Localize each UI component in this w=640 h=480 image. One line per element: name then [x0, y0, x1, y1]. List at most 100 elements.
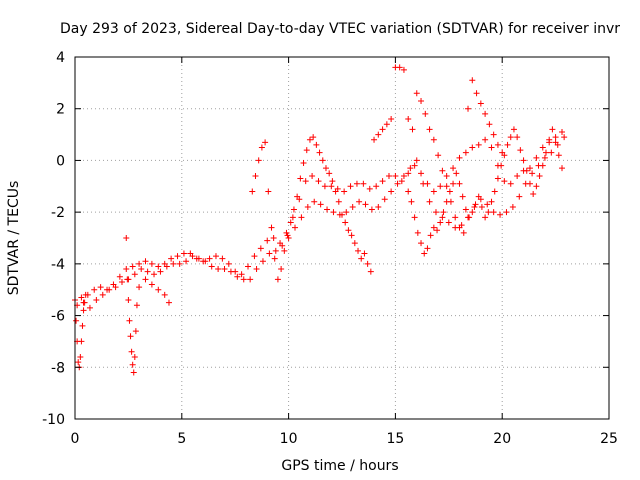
data-point	[443, 198, 450, 205]
data-point	[343, 209, 350, 216]
series-track-a	[72, 128, 566, 304]
data-point	[408, 198, 415, 205]
data-point	[136, 260, 143, 267]
y-tick-label: -8	[51, 360, 65, 376]
data-point	[283, 229, 290, 236]
data-point	[379, 126, 386, 133]
data-point	[349, 203, 356, 210]
data-point	[351, 240, 358, 247]
data-point	[430, 136, 437, 143]
data-point	[482, 214, 489, 221]
data-point	[482, 136, 489, 143]
data-point	[472, 201, 479, 208]
data-point	[355, 247, 362, 254]
data-point	[294, 193, 301, 200]
data-point	[469, 209, 476, 216]
data-point	[427, 232, 434, 239]
data-point	[482, 110, 489, 117]
data-point	[559, 165, 566, 172]
data-point	[91, 286, 98, 293]
data-point	[356, 198, 363, 205]
data-point	[77, 353, 84, 360]
data-point	[93, 297, 100, 304]
data-point	[165, 299, 172, 306]
data-point	[78, 338, 85, 345]
data-point	[471, 203, 478, 210]
data-point	[411, 214, 418, 221]
data-point	[202, 258, 209, 265]
data-point	[498, 162, 505, 169]
data-point	[361, 250, 368, 257]
x-tick-label: 15	[386, 431, 404, 447]
data-point	[542, 149, 549, 156]
data-point	[501, 178, 508, 185]
data-point	[259, 258, 266, 265]
series-track-d	[371, 64, 506, 236]
data-point	[142, 276, 149, 283]
data-point	[317, 201, 324, 208]
data-point	[309, 172, 316, 179]
data-point	[212, 253, 219, 260]
data-point	[129, 263, 136, 270]
data-point	[75, 359, 82, 366]
data-point	[155, 286, 162, 293]
data-point	[270, 235, 277, 241]
data-point	[329, 178, 336, 185]
series-track-f	[405, 126, 566, 257]
data-point	[215, 266, 222, 273]
data-point	[208, 263, 215, 270]
data-point	[486, 121, 493, 128]
data-point	[526, 180, 533, 187]
data-point	[514, 134, 521, 141]
data-point	[421, 250, 428, 257]
data-point	[362, 201, 369, 208]
data-point	[79, 322, 86, 329]
data-point	[306, 136, 313, 143]
data-point	[405, 188, 412, 195]
data-point	[253, 266, 260, 273]
data-point	[324, 206, 331, 213]
data-point	[176, 260, 183, 267]
data-point	[475, 193, 482, 200]
data-point	[155, 263, 162, 270]
data-point	[257, 245, 264, 252]
data-point	[302, 178, 309, 185]
data-point	[426, 126, 433, 133]
x-tick-label: 25	[600, 431, 618, 447]
x-tick-label: 5	[177, 431, 186, 447]
data-point	[405, 170, 412, 177]
y-tick-label: -4	[51, 257, 65, 273]
data-point	[221, 266, 228, 273]
data-point	[151, 271, 158, 278]
y-tick-label: 4	[56, 50, 65, 66]
data-point	[539, 162, 546, 169]
data-point	[136, 284, 143, 291]
data-point	[271, 255, 278, 262]
data-point	[462, 149, 469, 156]
data-point	[456, 154, 463, 161]
y-tick-label: 0	[56, 153, 65, 169]
data-point	[435, 152, 442, 159]
data-point	[335, 198, 342, 205]
data-point	[405, 116, 412, 123]
data-point	[488, 198, 495, 205]
data-point	[138, 266, 145, 273]
data-point	[116, 273, 123, 280]
data-point	[157, 268, 164, 275]
data-point	[517, 147, 524, 154]
data-point	[328, 183, 335, 190]
data-point	[266, 250, 273, 257]
data-point	[97, 284, 104, 291]
data-point	[245, 263, 252, 270]
data-point	[559, 128, 566, 135]
x-tick-label: 20	[493, 431, 511, 447]
data-point	[300, 160, 307, 167]
data-point	[437, 183, 444, 190]
data-point	[128, 348, 135, 355]
data-point	[73, 317, 80, 324]
data-point	[485, 209, 492, 216]
data-point	[252, 172, 259, 179]
data-point	[81, 299, 88, 306]
data-point	[227, 268, 234, 275]
data-point	[430, 224, 437, 231]
